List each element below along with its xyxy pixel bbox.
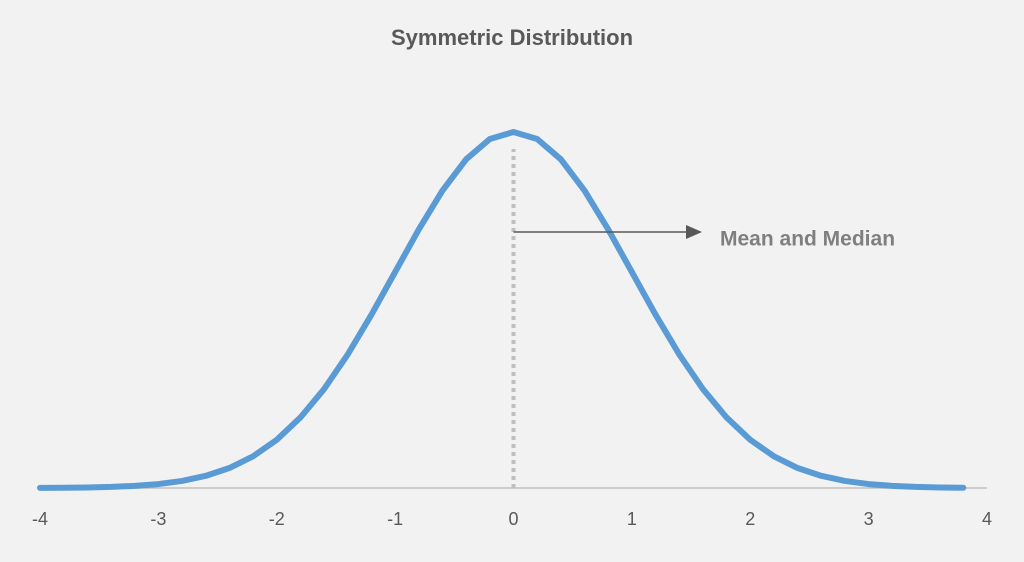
- x-tick-label: 0: [508, 509, 518, 529]
- x-tick-label: -2: [269, 509, 285, 529]
- x-tick-label: -3: [150, 509, 166, 529]
- curve: [37, 128, 967, 491]
- x-tick-label: 2: [745, 509, 755, 529]
- x-tick-label: 4: [982, 509, 992, 529]
- x-tick-label: -1: [387, 509, 403, 529]
- arrow-head: [686, 225, 702, 239]
- annotation: Mean and Median: [720, 228, 895, 251]
- chart-title: Symmetric Distribution: [391, 25, 633, 50]
- x-tick-label: -4: [32, 509, 48, 529]
- x-tick-label: 1: [627, 509, 637, 529]
- x-tick-label: 3: [864, 509, 874, 529]
